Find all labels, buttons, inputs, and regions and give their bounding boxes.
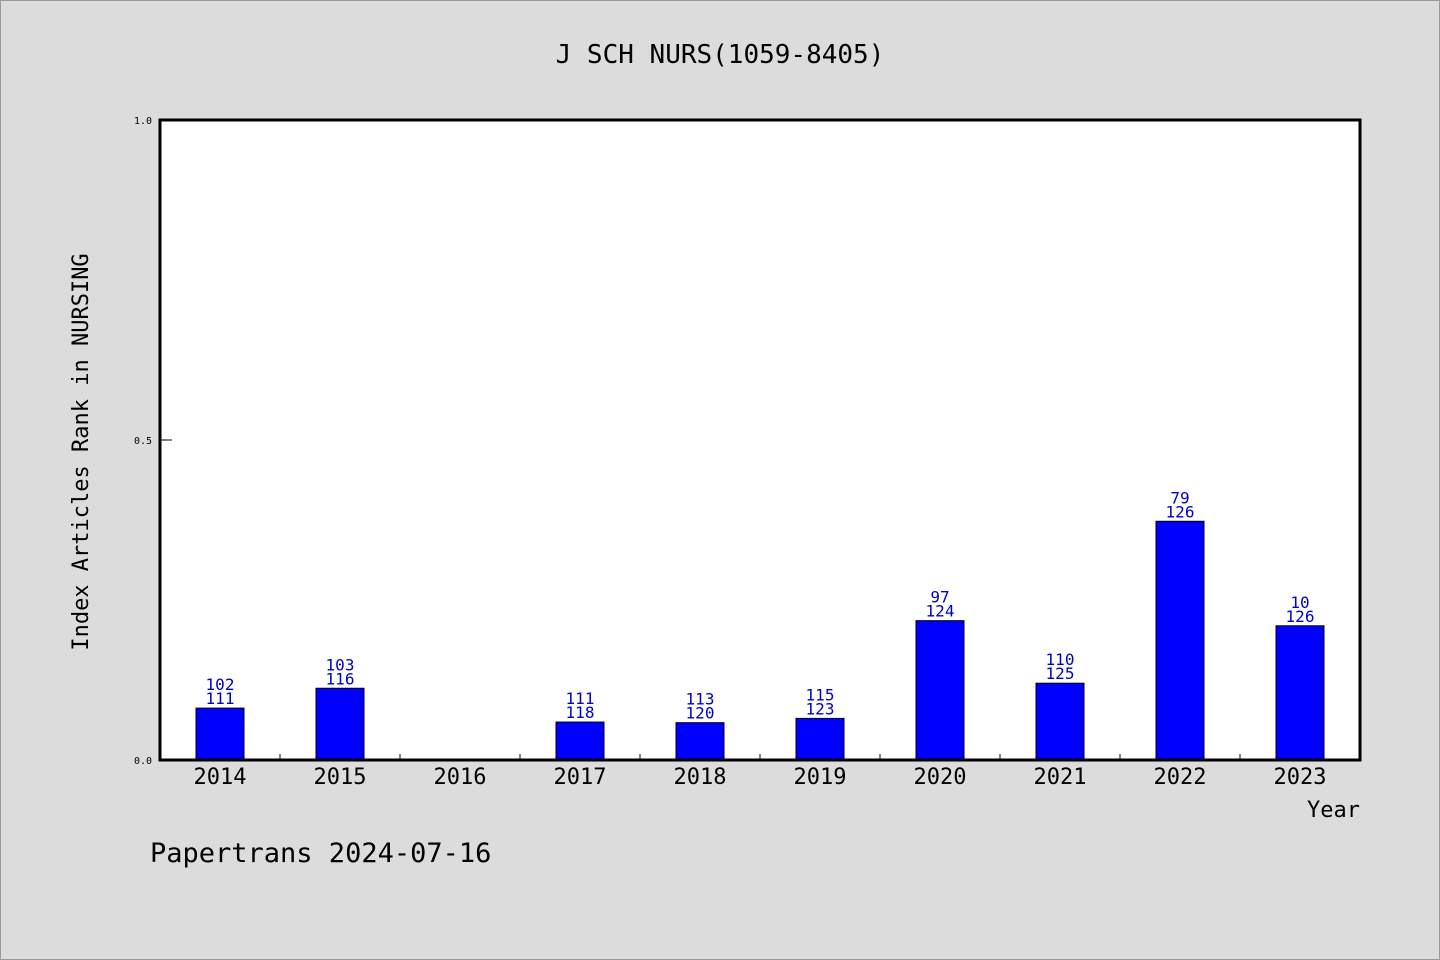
footer-credit: Papertrans 2024-07-16 bbox=[150, 838, 491, 869]
x-tick-label: 2022 bbox=[1154, 765, 1207, 790]
data-label-bottom: 124 bbox=[926, 602, 955, 621]
data-label-top: 97 bbox=[930, 588, 949, 607]
data-label-bottom: 126 bbox=[1166, 502, 1195, 521]
bar bbox=[315, 687, 365, 761]
plot-frame bbox=[158, 118, 1362, 762]
x-tick-label: 2023 bbox=[1274, 765, 1327, 790]
x-tick-label: 2016 bbox=[434, 765, 487, 790]
bar bbox=[675, 722, 725, 761]
y-tick-label: 1.0 bbox=[134, 116, 152, 127]
x-tick-label: 2021 bbox=[1034, 765, 1087, 790]
data-label-top: 102 bbox=[206, 675, 235, 694]
data-label-top: 103 bbox=[326, 655, 355, 674]
x-axis-label: Year bbox=[1307, 798, 1360, 823]
data-label-bottom: 111 bbox=[206, 689, 235, 708]
chart-title: J SCH NURS(1059-8405) bbox=[556, 40, 885, 70]
x-tick-label: 2014 bbox=[194, 765, 247, 790]
y-tick-label: 0.0 bbox=[134, 756, 152, 767]
bar bbox=[1155, 520, 1205, 761]
x-tick-label: 2015 bbox=[314, 765, 367, 790]
y-axis-label: Index Articles Rank in NURSING bbox=[69, 253, 94, 650]
data-label-top: 110 bbox=[1046, 650, 1075, 669]
data-label-top: 79 bbox=[1170, 488, 1189, 507]
data-label-top: 10 bbox=[1290, 593, 1309, 612]
data-label-bottom: 116 bbox=[326, 669, 355, 688]
y-tick-label: 0.5 bbox=[134, 436, 152, 447]
data-label-bottom: 126 bbox=[1286, 607, 1315, 626]
x-tick-label: 2017 bbox=[554, 765, 607, 790]
data-label-bottom: 118 bbox=[566, 703, 595, 722]
bar bbox=[1035, 682, 1085, 761]
bar bbox=[195, 707, 245, 761]
bar bbox=[795, 717, 845, 761]
x-tick-label: 2018 bbox=[674, 765, 727, 790]
x-tick-label: 2019 bbox=[794, 765, 847, 790]
bar bbox=[555, 721, 605, 761]
data-label-top: 111 bbox=[566, 689, 595, 708]
data-label-top: 115 bbox=[806, 685, 835, 704]
bar bbox=[915, 620, 965, 761]
data-label-bottom: 120 bbox=[686, 704, 715, 723]
data-label-top: 113 bbox=[686, 690, 715, 709]
data-label-bottom: 125 bbox=[1046, 664, 1075, 683]
x-tick-label: 2020 bbox=[914, 765, 967, 790]
data-label-bottom: 123 bbox=[806, 699, 835, 718]
bar bbox=[1275, 625, 1325, 761]
